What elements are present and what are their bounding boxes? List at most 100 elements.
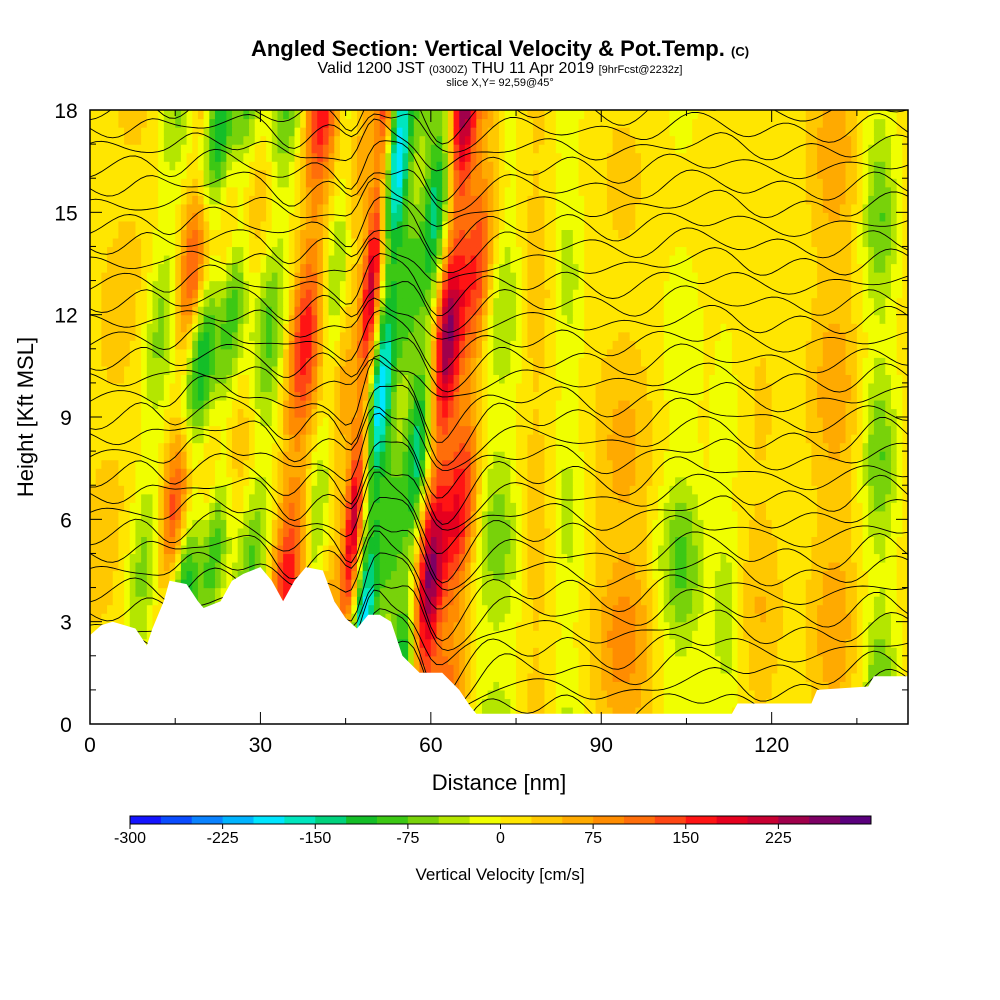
velocity-cell xyxy=(754,536,761,546)
velocity-cell xyxy=(300,519,307,529)
velocity-cell xyxy=(601,527,608,537)
velocity-cell xyxy=(856,459,864,469)
velocity-cell xyxy=(510,468,517,478)
velocity-cell xyxy=(374,493,381,503)
velocity-cell xyxy=(788,434,795,444)
velocity-cell xyxy=(356,476,364,486)
velocity-cell xyxy=(731,485,739,495)
velocity-cell xyxy=(726,706,733,717)
velocity-cell xyxy=(419,553,426,563)
velocity-cell xyxy=(777,638,784,648)
velocity-cell xyxy=(391,561,398,572)
velocity-cell xyxy=(896,459,903,469)
velocity-cell xyxy=(646,638,653,648)
velocity-cell xyxy=(868,604,875,614)
velocity-cell xyxy=(811,476,818,486)
velocity-cell xyxy=(703,510,710,520)
velocity-cell xyxy=(339,587,347,597)
velocity-cell xyxy=(589,434,597,444)
velocity-cell xyxy=(499,544,506,555)
velocity-cell xyxy=(856,561,864,572)
velocity-cell xyxy=(550,493,557,503)
velocity-cell xyxy=(629,468,636,478)
velocity-cell xyxy=(658,485,665,495)
velocity-cell xyxy=(862,664,869,674)
velocity-cell xyxy=(794,485,801,495)
velocity-cell xyxy=(720,672,727,682)
velocity-cell xyxy=(703,459,710,469)
velocity-cell xyxy=(237,544,244,555)
velocity-cell xyxy=(834,672,841,682)
velocity-cell xyxy=(510,613,517,623)
velocity-cell xyxy=(175,570,182,580)
velocity-cell xyxy=(527,561,534,572)
velocity-cell xyxy=(385,451,392,461)
velocity-cell xyxy=(652,553,659,563)
velocity-cell xyxy=(885,459,892,469)
velocity-cell xyxy=(476,587,483,597)
velocity-cell xyxy=(629,485,636,495)
velocity-cell xyxy=(589,596,597,606)
velocity-cell xyxy=(101,553,108,563)
velocity-cell xyxy=(345,587,352,597)
velocity-cell xyxy=(902,485,908,495)
chart-title: Angled Section: Vertical Velocity & Pot.… xyxy=(0,36,1000,62)
velocity-cell xyxy=(186,434,193,444)
velocity-cell xyxy=(652,681,659,691)
velocity-cell xyxy=(890,553,898,563)
velocity-cell xyxy=(873,570,881,580)
velocity-cell xyxy=(601,647,608,657)
velocity-cell xyxy=(754,485,761,495)
velocity-cell xyxy=(635,493,642,503)
velocity-cell xyxy=(680,638,688,648)
velocity-cell xyxy=(731,536,739,546)
velocity-cell xyxy=(107,553,114,563)
velocity-cell xyxy=(675,561,682,572)
velocity-cell xyxy=(277,553,284,563)
velocity-cell xyxy=(783,527,790,537)
velocity-cell xyxy=(442,536,449,546)
velocity-cell xyxy=(760,681,767,691)
velocity-cell xyxy=(294,527,301,537)
velocity-cell xyxy=(237,434,244,444)
velocity-cell xyxy=(652,570,659,580)
velocity-cell xyxy=(697,570,705,580)
velocity-cell xyxy=(544,459,551,469)
velocity-cell xyxy=(135,561,142,572)
velocity-cell xyxy=(805,689,813,700)
velocity-cell xyxy=(765,459,773,469)
velocity-cell xyxy=(845,561,852,572)
velocity-cell xyxy=(754,442,761,452)
velocity-cell xyxy=(169,485,176,495)
velocity-cell xyxy=(748,689,756,700)
velocity-cell xyxy=(902,451,908,461)
velocity-cell xyxy=(430,459,438,469)
velocity-cell xyxy=(726,647,733,657)
velocity-cell xyxy=(146,519,154,529)
velocity-cell xyxy=(680,672,688,682)
velocity-cell xyxy=(828,553,835,563)
velocity-cell xyxy=(430,561,438,572)
velocity-cell xyxy=(499,561,506,572)
velocity-cell xyxy=(243,493,250,503)
velocity-cell xyxy=(754,604,761,614)
velocity-cell xyxy=(339,579,347,589)
velocity-cell xyxy=(413,510,421,520)
velocity-cell xyxy=(658,621,665,631)
velocity-cell xyxy=(493,647,500,657)
velocity-cell xyxy=(902,510,908,520)
velocity-cell xyxy=(567,451,574,461)
velocity-cell xyxy=(146,579,154,589)
velocity-cell xyxy=(538,579,546,589)
velocity-cell xyxy=(873,468,881,478)
velocity-cell xyxy=(822,451,830,461)
velocity-cell xyxy=(163,493,171,503)
velocity-cell xyxy=(669,698,676,708)
velocity-cell xyxy=(561,527,568,537)
velocity-cell xyxy=(572,553,580,563)
velocity-cell xyxy=(743,664,750,674)
velocity-cell xyxy=(765,519,773,529)
velocity-cell xyxy=(896,561,903,572)
velocity-cell xyxy=(146,493,154,503)
velocity-cell xyxy=(629,664,636,674)
